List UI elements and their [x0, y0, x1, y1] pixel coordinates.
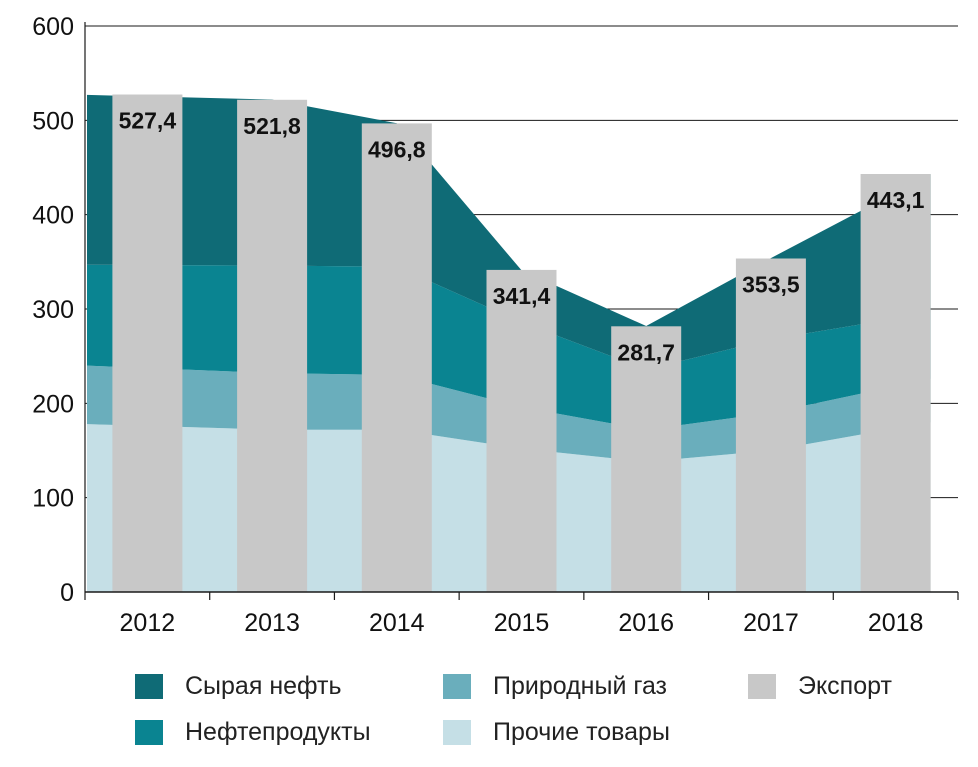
x-tick-label-2013: 2013	[244, 609, 300, 637]
bar-2012	[112, 94, 183, 592]
y-tick-label-600: 600	[32, 13, 74, 41]
bar-2014	[361, 123, 432, 593]
bar-2016	[611, 326, 682, 592]
bar-2013	[237, 99, 308, 593]
y-tick-label-500: 500	[32, 107, 74, 135]
y-tick-label-400: 400	[32, 202, 74, 230]
bar-2018	[860, 174, 931, 592]
y-tick-label-300: 300	[32, 296, 74, 324]
data-label-2016: 281,7	[617, 339, 675, 365]
data-label-2012: 527,4	[119, 108, 177, 134]
data-labels: 527,4 521,8 496,8 341,4 281,7 353,5 443,1	[119, 108, 925, 366]
axes: 0 100 200 300 400 500 600 2012 2013 2014 2015 2016 2…	[32, 13, 959, 637]
x-tick-label-2017: 2017	[743, 609, 799, 637]
x-tick-label-2018: 2018	[868, 609, 924, 637]
x-tick-label-2012: 2012	[120, 609, 176, 637]
bar-2015	[486, 269, 557, 592]
bar-2017	[735, 258, 806, 592]
data-label-2013: 521,8	[243, 113, 301, 139]
y-tick-label-100: 100	[32, 485, 74, 513]
x-tick-label-2015: 2015	[494, 609, 550, 637]
x-tick-label-2014: 2014	[369, 609, 425, 637]
data-label-2017: 353,5	[742, 272, 800, 298]
x-tick-label-2016: 2016	[618, 609, 674, 637]
y-tick-label-200: 200	[32, 390, 74, 418]
export-bars	[112, 94, 931, 593]
data-label-2015: 341,4	[493, 283, 551, 309]
data-label-2018: 443,1	[867, 187, 925, 213]
y-tick-label-0: 0	[60, 579, 74, 607]
data-label-2014: 496,8	[368, 136, 426, 162]
